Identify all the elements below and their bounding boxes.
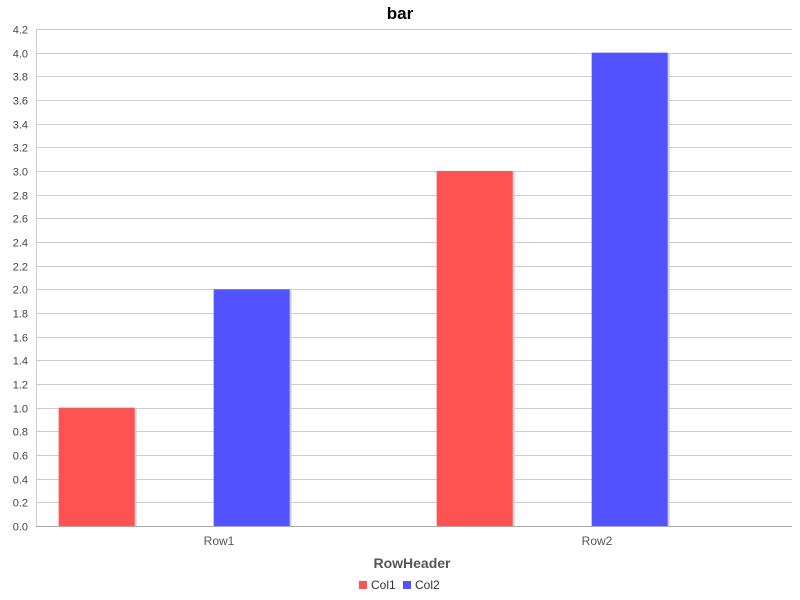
chart-title: bar (387, 4, 414, 23)
y-axis-ticks: 0.0 0.2 0.4 0.6 0.8 1.0 1.2 1.4 1.6 1.8 2.0 2.2 2.4 2… (13, 25, 28, 534)
legend: Col1 Col2 (359, 578, 440, 592)
legend-label-col1: Col1 (371, 578, 396, 592)
y-tick-label: 2.8 (13, 191, 28, 203)
x-axis-ticks: Row1 Row2 (204, 534, 613, 548)
y-tick-label: 2.2 (13, 262, 28, 274)
y-tick-label: 2.6 (13, 214, 28, 226)
y-tick-label: 3.2 (13, 143, 28, 155)
y-tick-label: 3.0 (13, 167, 28, 179)
bar-col2-row1 (213, 289, 290, 526)
y-tick-label: 3.6 (13, 96, 28, 108)
x-axis-label: RowHeader (373, 555, 451, 571)
y-tick-label: 1.4 (13, 356, 28, 368)
x-tick-label: Row1 (204, 534, 235, 548)
x-tick-label: Row2 (582, 534, 613, 548)
y-tick-label: 0.0 (13, 522, 28, 534)
y-tick-label: 0.4 (13, 475, 28, 487)
y-tick-label: 1.2 (13, 380, 28, 392)
y-tick-label: 4.2 (13, 25, 28, 37)
y-tick-label: 1.6 (13, 333, 28, 345)
y-tick-label: 0.2 (13, 498, 28, 510)
y-tick-label: 1.8 (13, 309, 28, 321)
legend-swatch-col1 (359, 581, 367, 589)
bars-layer (58, 52, 670, 527)
legend-label-col2: Col2 (415, 578, 440, 592)
y-tick-label: 3.8 (13, 72, 28, 84)
legend-swatch-col2 (403, 581, 411, 589)
y-tick-label: 0.6 (13, 451, 28, 463)
y-tick-label: 2.0 (13, 285, 28, 297)
bar-col1-row1 (58, 407, 135, 526)
y-tick-label: 4.0 (13, 49, 28, 61)
bar-col1-row2 (436, 171, 513, 526)
y-tick-label: 2.4 (13, 238, 28, 250)
bar-col2-row2 (591, 52, 668, 527)
y-tick-label: 3.4 (13, 120, 28, 132)
y-tick-label: 1.0 (13, 404, 28, 416)
y-tick-label: 0.8 (13, 427, 28, 439)
grid-layer (36, 29, 792, 527)
